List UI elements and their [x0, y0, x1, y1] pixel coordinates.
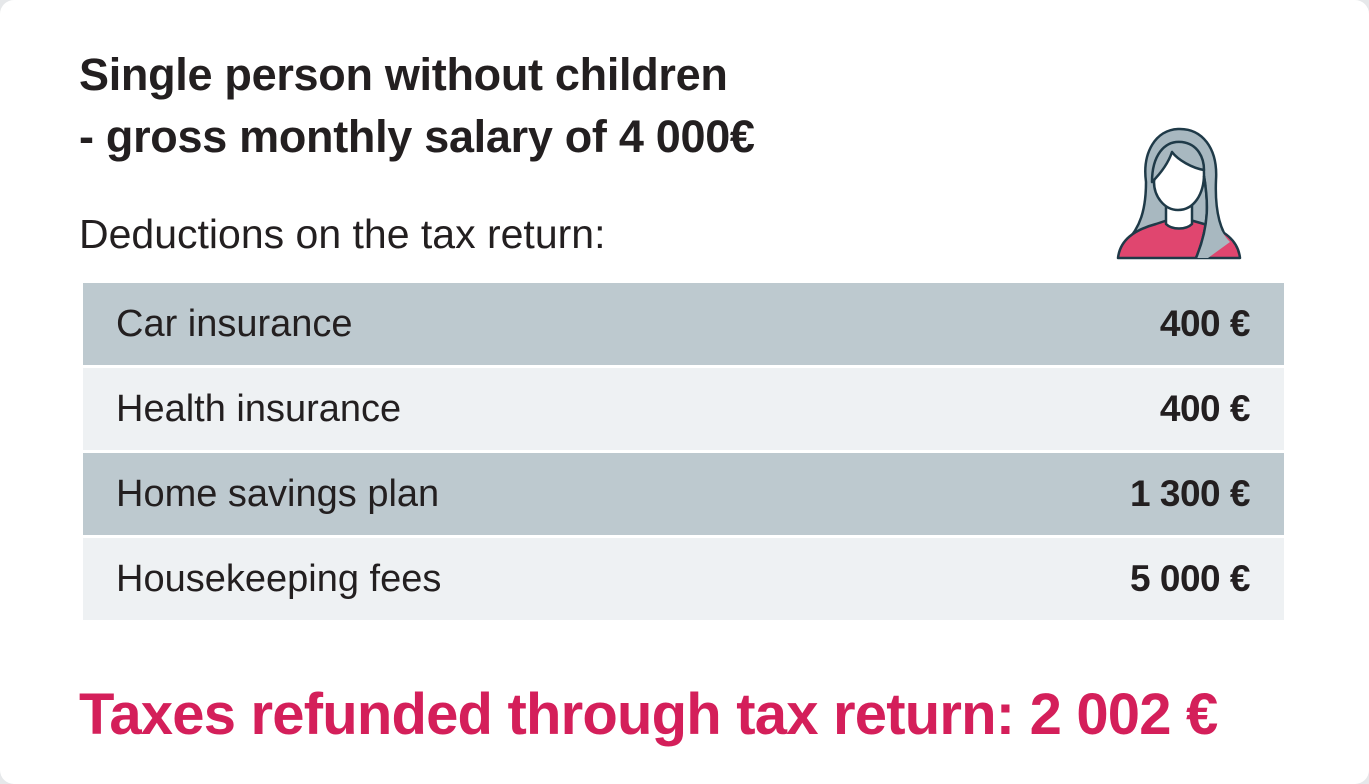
- deduction-amount: 1 300 €: [1130, 473, 1250, 514]
- deduction-amount: 400 €: [1159, 303, 1251, 344]
- deduction-label: Car insurance: [116, 302, 353, 345]
- table-row: Home savings plan 1 300 €: [83, 453, 1284, 535]
- table-row: Car insurance 400 €: [83, 283, 1284, 365]
- table-row: Health insurance 400 €: [83, 368, 1284, 450]
- table-row: Housekeeping fees 5 000 €: [83, 538, 1284, 620]
- page-title: Single person without children - gross m…: [79, 44, 1059, 168]
- woman-avatar-icon: [1112, 124, 1246, 262]
- refund-total: Taxes refunded through tax return: 2 002…: [79, 682, 1218, 747]
- title-line-1: Single person without children: [79, 49, 728, 100]
- title-line-2: - gross monthly salary of 4 000€: [79, 111, 755, 162]
- deductions-table: Car insurance 400 € Health insurance 400…: [83, 283, 1284, 623]
- deduction-label: Home savings plan: [116, 472, 440, 515]
- deduction-amount: 5 000 €: [1130, 558, 1250, 599]
- deduction-label: Health insurance: [116, 387, 402, 430]
- deductions-heading: Deductions on the tax return:: [79, 211, 606, 257]
- deduction-amount: 400 €: [1159, 388, 1251, 429]
- deduction-label: Housekeeping fees: [116, 557, 442, 600]
